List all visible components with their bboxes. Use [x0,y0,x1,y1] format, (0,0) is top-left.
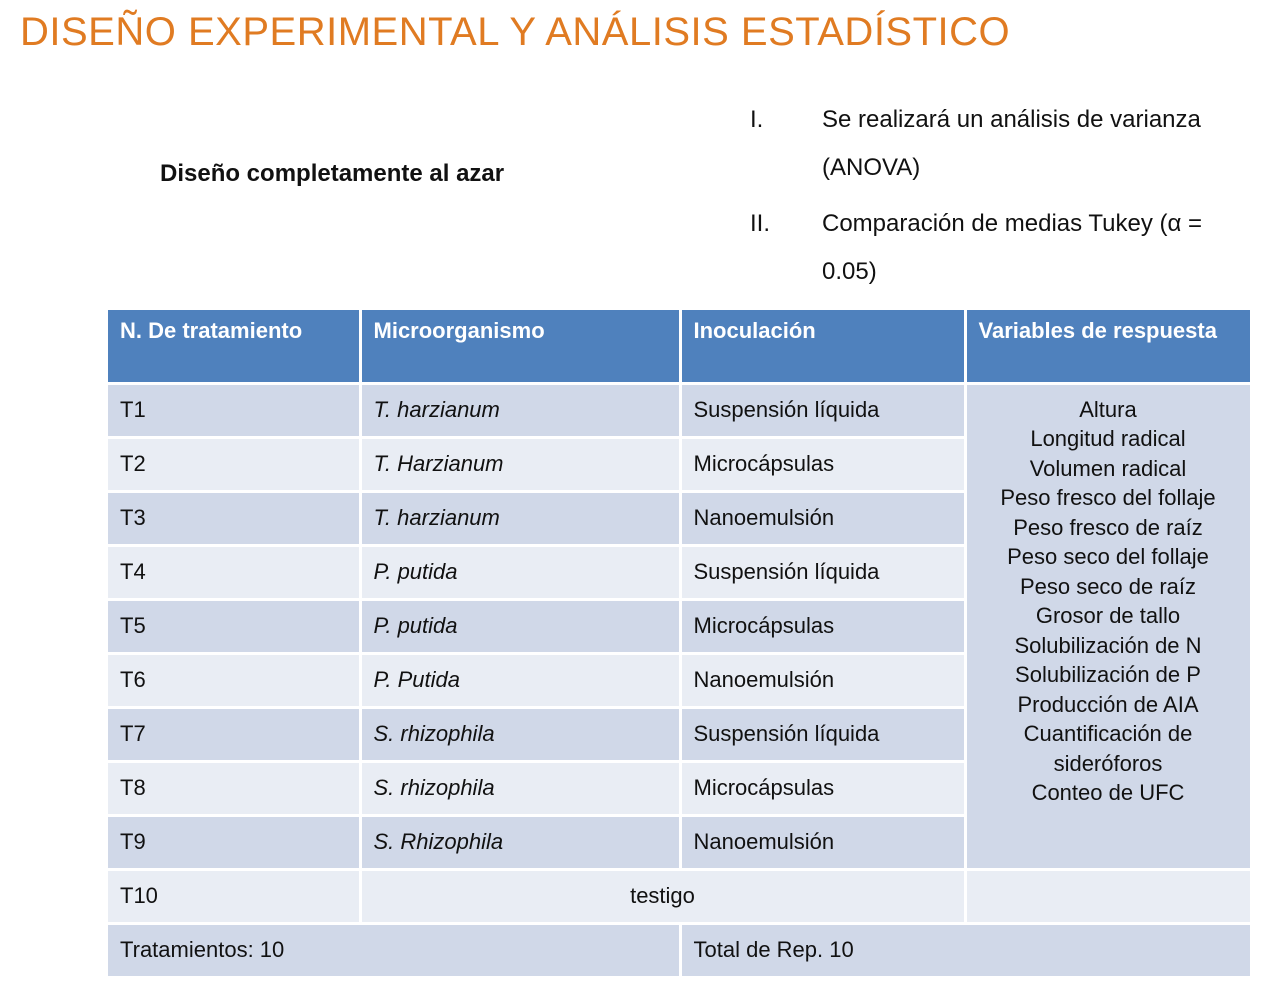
table-header-row: N. De tratamiento Microorganismo Inocula… [108,310,1253,385]
analysis-item: II. Comparación de medias Tukey (α = 0.0… [750,200,1230,296]
analysis-item-text: Se realizará un análisis de varianza (AN… [822,106,1201,181]
cell-treatment: T1 [108,383,362,439]
variable-item: Altura [1079,396,1137,422]
footer-replications: Total de Rep. 10 [680,923,1253,979]
variable-item: Grosor de tallo [1035,603,1181,628]
cell-treatment: T6 [108,653,362,709]
table-row: T8 S. rhizophila Microcápsulas [108,761,1251,817]
cell-microorganism: T. harzianum [360,383,682,439]
cell-inoculation: Suspensión líquida [680,545,967,601]
cell-control-label: testigo [360,869,967,925]
header-response-variables: Variables de respuesta [965,310,1253,385]
analysis-list: I. Se realizará un análisis de varianza … [750,96,1230,304]
analysis-item: I. Se realizará un análisis de varianza … [750,96,1230,192]
cell-microorganism: P. putida [360,545,682,601]
table-row: T5 P. putida Microcápsulas [108,599,1251,655]
variable-item: Peso seco de raíz [1019,573,1197,599]
header-microorganism: Microorganismo [360,310,682,385]
treatments-table: N. De tratamiento Microorganismo Inocula… [108,310,1253,979]
table-row: T2 T. Harzianum Microcápsulas [108,437,1251,493]
cell-microorganism: P. putida [360,599,682,655]
table-row: T6 P. Putida Nanoemulsión [108,653,1251,709]
variable-item: Cuantificación de sideróforos [1023,721,1193,776]
variable-item: Producción de AIA [1017,691,1199,717]
cell-inoculation: Nanoemulsión [680,815,967,871]
table-row: T3 T. harzianum Nanoemulsión [108,491,1251,547]
cell-treatment: T7 [108,707,362,763]
variable-item: Conteo de UFC [1031,780,1185,805]
variable-item: Solubilización de P [1015,662,1201,687]
cell-treatment: T3 [108,491,362,547]
header-inoculation: Inoculación [680,310,967,385]
cell-inoculation: Microcápsulas [680,599,967,655]
footer-row: Tratamientos: 10 Total de Rep. 10 [108,923,1253,979]
variable-item: Solubilización de N [1014,632,1202,658]
cell-inoculation: Nanoemulsión [680,491,967,547]
footer-treatments: Tratamientos: 10 [108,923,682,979]
variable-item: Peso seco del follaje [1007,544,1209,569]
cell-inoculation: Nanoemulsión [680,653,967,709]
variable-item: Volumen radical [1029,455,1187,481]
cell-treatment: T5 [108,599,362,655]
table-row: T1 T. harzianum Suspensión líquida Altur… [108,383,1253,871]
cell-microorganism: S. Rhizophila [360,815,682,871]
table-row: T9 S. Rhizophila Nanoemulsión [108,815,1251,871]
cell-microorganism: T. Harzianum [360,437,682,493]
page-title: DISEÑO EXPERIMENTAL Y ANÁLISIS ESTADÍSTI… [20,10,1011,54]
cell-empty [965,869,1253,925]
cell-inoculation: Suspensión líquida [680,707,967,763]
cell-microorganism: T. harzianum [360,491,682,547]
cell-treatment: T9 [108,815,362,871]
design-subtitle: Diseño completamente al azar [160,160,505,187]
cell-treatment: T10 [108,869,362,925]
variable-item: Peso fresco de raíz [1013,514,1203,540]
cell-inoculation: Microcápsulas [680,761,967,817]
cell-microorganism: P. Putida [360,653,682,709]
analysis-item-number: I. [750,106,764,133]
cell-microorganism: S. rhizophila [360,761,682,817]
analysis-item-text: Comparación de medias Tukey (α = 0.05) [822,210,1203,285]
cell-treatment: T8 [108,761,362,817]
cell-inoculation: Microcápsulas [680,437,967,493]
cell-inoculation: Suspensión líquida [680,383,967,439]
header-treatment: N. De tratamiento [108,310,362,385]
cell-treatment: T2 [108,437,362,493]
table-row: T4 P. putida Suspensión líquida [108,545,1251,601]
variable-item: Longitud radical [1030,426,1186,451]
analysis-item-number: II. [750,210,771,237]
cell-response-variables: Altura Longitud radical Volumen radical … [965,383,1253,871]
table-row: T7 S. rhizophila Suspensión líquida [108,707,1251,763]
cell-microorganism: S. rhizophila [360,707,682,763]
control-row: T10 testigo [108,869,1253,925]
cell-treatment: T4 [108,545,362,601]
variable-item: Peso fresco del follaje [1000,485,1216,510]
